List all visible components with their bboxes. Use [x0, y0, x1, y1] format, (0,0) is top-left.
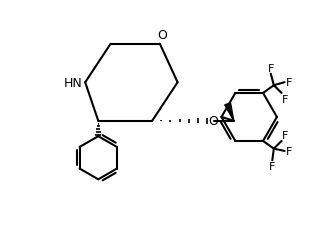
Text: HN: HN — [64, 76, 82, 89]
Text: O: O — [208, 115, 218, 128]
Text: F: F — [269, 161, 276, 171]
Polygon shape — [225, 103, 234, 121]
Text: O: O — [157, 29, 167, 42]
Text: F: F — [282, 94, 289, 104]
Text: F: F — [282, 131, 289, 140]
Text: F: F — [285, 78, 292, 88]
Text: F: F — [267, 64, 274, 74]
Text: F: F — [285, 146, 292, 156]
